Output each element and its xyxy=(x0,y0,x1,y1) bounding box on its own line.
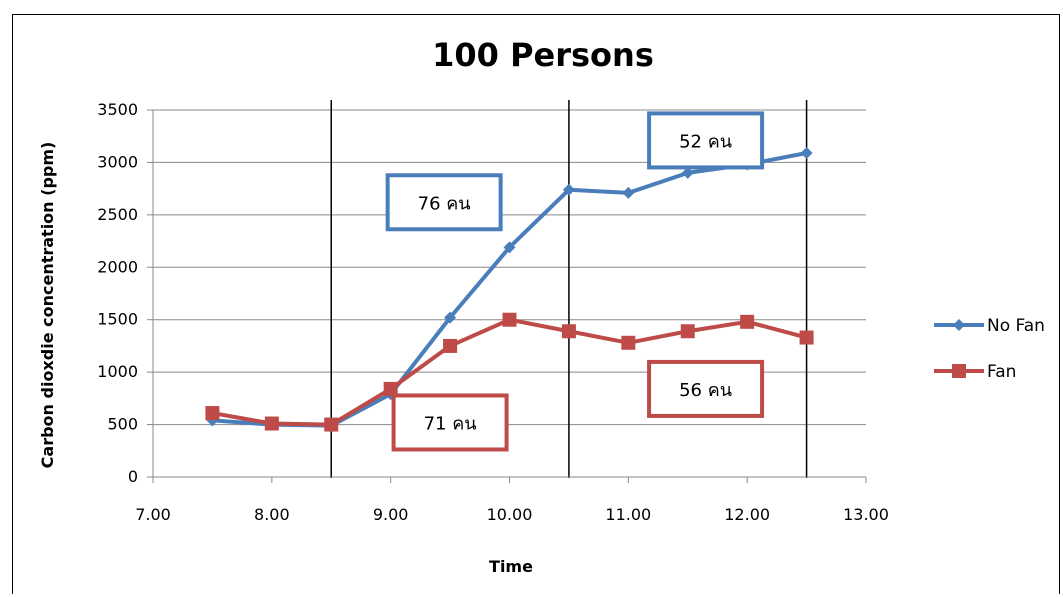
annotation-label: 56 คน xyxy=(679,380,732,401)
line-chart: 100 Persons 0 500 1000 1500 2000 2500 3000 3500… xyxy=(38,36,1045,576)
data-point-fan xyxy=(799,330,814,345)
data-point-no-fan xyxy=(622,186,635,199)
data-point-fan xyxy=(621,335,636,350)
y-tick-label: 2500 xyxy=(97,205,138,224)
series-layer xyxy=(205,146,814,432)
annotation-label: 71 คน xyxy=(424,413,477,434)
legend-label: No Fan xyxy=(987,316,1045,336)
annotation-label: 52 คน xyxy=(679,131,732,152)
x-tick-label: 7.00 xyxy=(135,505,171,524)
data-point-fan xyxy=(324,417,339,432)
x-tick-label: 9.00 xyxy=(373,505,409,524)
legend: No Fan Fan xyxy=(934,316,1045,382)
data-point-fan xyxy=(502,312,517,327)
data-point-no-fan xyxy=(562,183,575,196)
y-tick-label: 0 xyxy=(128,467,138,486)
chart-title: 100 Persons xyxy=(432,36,654,74)
x-tick-label: 13.00 xyxy=(843,505,889,524)
annotation-box xyxy=(647,359,765,418)
annotation-box xyxy=(385,173,503,232)
y-tick-label: 3500 xyxy=(97,100,138,119)
x-tick-label: 11.00 xyxy=(605,505,651,524)
x-tick-label: 12.00 xyxy=(724,505,770,524)
data-point-no-fan xyxy=(800,146,813,159)
y-tick-label: 1500 xyxy=(97,310,138,329)
data-point-no-fan xyxy=(444,311,457,324)
y-tick-label: 3000 xyxy=(97,152,138,171)
annotation-box xyxy=(391,393,509,452)
data-point-fan xyxy=(680,324,695,339)
chart-frame: 100 Persons 0 500 1000 1500 2000 2500 3000 3500… xyxy=(12,14,1060,594)
data-point-fan xyxy=(561,324,576,339)
legend-marker-no-fan xyxy=(953,319,965,331)
data-point-fan xyxy=(443,338,458,353)
data-point-fan xyxy=(740,314,755,329)
axes: 0 500 1000 1500 2000 2500 3000 3500 7.00 8.00 9.00… xyxy=(97,100,889,524)
legend-marker-fan xyxy=(952,364,966,378)
data-point-fan xyxy=(383,381,398,396)
x-tick-label: 10.00 xyxy=(487,505,533,524)
x-tick-label: 8.00 xyxy=(254,505,290,524)
data-point-no-fan xyxy=(681,166,694,179)
y-tick-label: 500 xyxy=(107,415,138,434)
data-point-fan xyxy=(205,406,220,421)
data-point-no-fan xyxy=(503,241,516,254)
y-tick-label: 2000 xyxy=(97,257,138,276)
time-marker-lines xyxy=(330,100,808,478)
annotation-label: 76 คน xyxy=(418,193,471,214)
y-axis-title: Carbon dioxdie concentration (ppm) xyxy=(38,142,57,469)
legend-label: Fan xyxy=(987,362,1016,382)
data-point-fan xyxy=(264,416,279,431)
annotations: 76 คน 52 คน 71 คน 56 คน xyxy=(385,111,765,452)
y-tick-label: 1000 xyxy=(97,362,138,381)
x-axis-title: Time xyxy=(489,557,533,576)
annotation-box xyxy=(647,111,765,170)
